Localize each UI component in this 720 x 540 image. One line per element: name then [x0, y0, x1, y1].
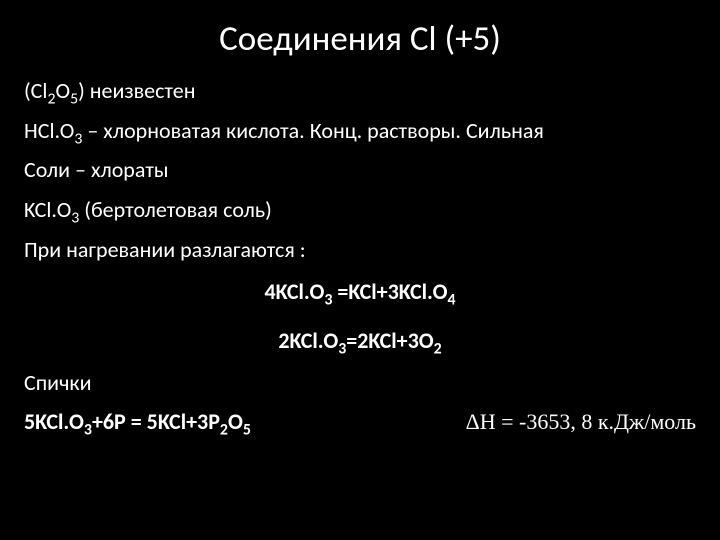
- sub: 2: [220, 421, 228, 440]
- slide-title: Соединения Cl (+5): [24, 18, 696, 60]
- sub: 5: [70, 89, 78, 108]
- txt: (Cl: [24, 77, 47, 104]
- txt: O: [55, 77, 70, 104]
- txt: 2KCl.O: [278, 327, 338, 354]
- txt: KCl.O: [24, 196, 71, 223]
- sub: 5: [243, 421, 251, 440]
- txt: 5KCl.O: [24, 408, 84, 435]
- sub: 2: [434, 340, 442, 359]
- sub: 3: [84, 421, 92, 440]
- txt: +6P = 5KCl+3P: [92, 408, 220, 435]
- txt: O: [228, 408, 243, 435]
- sub: 4: [448, 291, 456, 310]
- equation-3: 5KCl.O3+6P = 5KCl+3P2O5: [24, 408, 251, 435]
- line-matches: Спички: [24, 368, 696, 398]
- equation-1: 4KCl.O3 =KCl+3KCl.O4: [24, 278, 696, 305]
- delta-h: ΔH = -3653, 8 к.Дж/моль: [466, 409, 696, 435]
- line-heating: При нагревании разлагаются :: [24, 235, 696, 265]
- txt: HCl.O: [24, 117, 74, 144]
- line-kclo3: KCl.O3 (бертолетовая соль): [24, 195, 696, 225]
- txt: =KCl+3KCl.O: [332, 278, 447, 305]
- line-hclo3: HCl.O3 – хлорноватая кислота. Конц. раст…: [24, 116, 696, 146]
- bottom-row: 5KCl.O3+6P = 5KCl+3P2O5 ΔH = -3653, 8 к.…: [24, 408, 696, 435]
- line-cl2o5: (Cl2O5) неизвестен: [24, 76, 696, 106]
- txt: 4KCl.O: [264, 278, 324, 305]
- txt: (бертолетовая соль): [79, 196, 272, 223]
- equation-2: 2KCl.O3=2KCl+3O2: [24, 327, 696, 354]
- txt: ) неизвестен: [78, 77, 195, 104]
- txt: =2KCl+3O: [346, 327, 433, 354]
- line-salts: Соли – хлораты: [24, 155, 696, 185]
- txt: – хлорноватая кислота. Конц. растворы. С…: [82, 117, 543, 144]
